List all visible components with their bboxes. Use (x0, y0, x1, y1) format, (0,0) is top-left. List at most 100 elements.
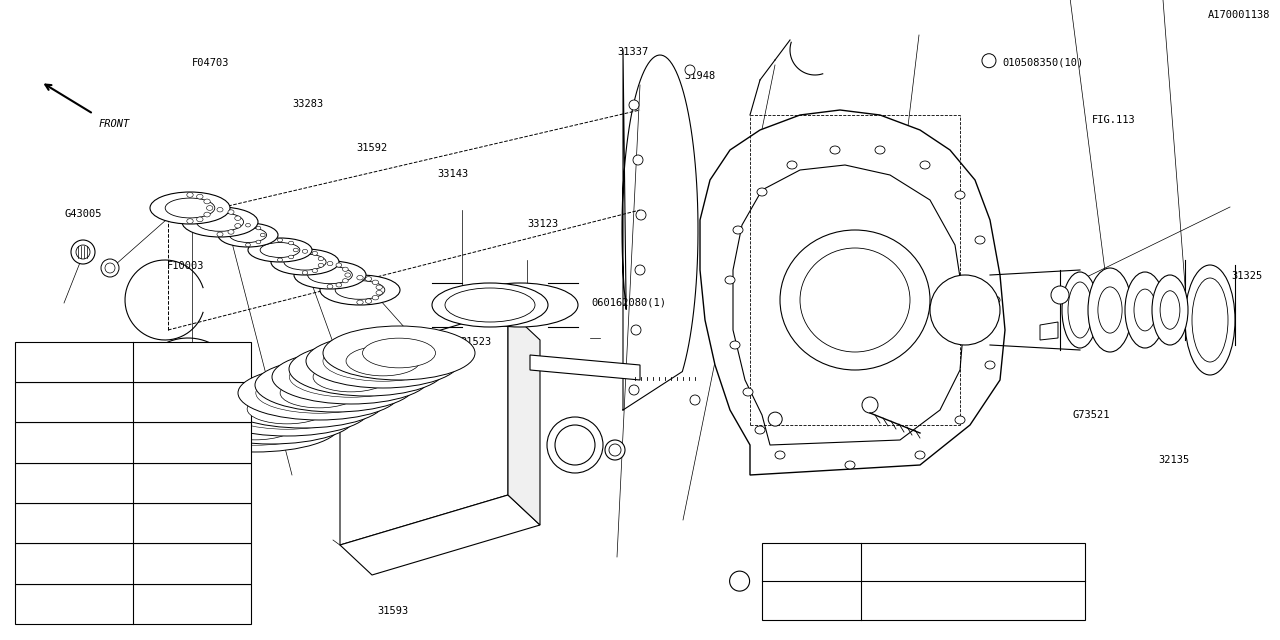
Ellipse shape (346, 346, 420, 376)
Ellipse shape (223, 388, 352, 429)
Ellipse shape (376, 285, 383, 289)
Text: A170001138: A170001138 (1207, 10, 1270, 20)
Text: 010508350(10): 010508350(10) (788, 416, 869, 426)
Ellipse shape (335, 263, 342, 267)
Polygon shape (700, 110, 1005, 475)
Ellipse shape (376, 291, 383, 295)
Ellipse shape (101, 259, 119, 277)
Text: 32135: 32135 (1158, 454, 1189, 465)
Text: 31948: 31948 (685, 70, 716, 81)
Ellipse shape (214, 410, 296, 440)
Ellipse shape (1152, 275, 1188, 345)
Text: 31523: 31523 (461, 337, 492, 348)
Ellipse shape (445, 288, 535, 322)
Text: ('05MY0504-           ): ('05MY0504- ) (864, 557, 1020, 567)
Ellipse shape (690, 395, 700, 405)
Text: F04703: F04703 (192, 58, 229, 68)
Text: 33283: 33283 (292, 99, 323, 109)
Ellipse shape (343, 278, 348, 283)
Text: 060162080(1): 060162080(1) (591, 297, 667, 307)
Text: G53503: G53503 (19, 559, 60, 568)
Ellipse shape (372, 280, 379, 285)
Ellipse shape (197, 194, 204, 199)
Ellipse shape (297, 370, 374, 400)
Ellipse shape (302, 250, 307, 253)
Ellipse shape (218, 207, 223, 212)
Ellipse shape (357, 275, 364, 280)
Ellipse shape (312, 269, 317, 273)
Text: FIG.113: FIG.113 (1092, 115, 1135, 125)
Ellipse shape (302, 271, 307, 275)
Ellipse shape (294, 261, 366, 289)
Ellipse shape (975, 236, 986, 244)
Text: (           -'05MY0504): ( -'05MY0504) (864, 595, 1020, 605)
Ellipse shape (307, 266, 352, 284)
Ellipse shape (335, 283, 342, 287)
Ellipse shape (861, 397, 878, 413)
Text: G53506: G53506 (19, 438, 60, 447)
Text: G53504: G53504 (19, 518, 60, 528)
Ellipse shape (204, 382, 370, 436)
Ellipse shape (685, 65, 695, 75)
Ellipse shape (273, 350, 430, 404)
Bar (15, 503, 251, 543)
Ellipse shape (246, 243, 251, 246)
Text: T=4. 6: T=4. 6 (137, 438, 178, 447)
Ellipse shape (462, 283, 579, 327)
Text: T=4. 8: T=4. 8 (137, 397, 178, 407)
Text: 33143: 33143 (438, 169, 468, 179)
Text: G53507: G53507 (19, 397, 60, 407)
Ellipse shape (230, 402, 311, 432)
Ellipse shape (256, 227, 261, 230)
Ellipse shape (246, 223, 251, 227)
Ellipse shape (634, 155, 643, 165)
Ellipse shape (319, 263, 324, 268)
Bar (15, 543, 251, 584)
Text: T=3. 8: T=3. 8 (137, 599, 178, 609)
Ellipse shape (306, 334, 460, 388)
Ellipse shape (955, 191, 965, 199)
Ellipse shape (1192, 278, 1228, 362)
Ellipse shape (150, 192, 230, 224)
Ellipse shape (188, 404, 321, 445)
Ellipse shape (76, 245, 90, 259)
Ellipse shape (636, 210, 646, 220)
Ellipse shape (365, 299, 371, 303)
Ellipse shape (845, 461, 855, 469)
Circle shape (982, 54, 996, 68)
Ellipse shape (255, 358, 415, 412)
Ellipse shape (187, 219, 193, 223)
Text: 31593: 31593 (378, 606, 408, 616)
Ellipse shape (733, 226, 742, 234)
Ellipse shape (256, 240, 261, 244)
Ellipse shape (628, 100, 639, 110)
Ellipse shape (547, 417, 603, 473)
Circle shape (1051, 286, 1069, 304)
Ellipse shape (204, 212, 210, 217)
Ellipse shape (256, 372, 383, 413)
Bar (15, 584, 251, 624)
Ellipse shape (1160, 291, 1180, 329)
Ellipse shape (328, 261, 333, 266)
Text: G90807: G90807 (764, 595, 805, 605)
Ellipse shape (335, 281, 385, 300)
Ellipse shape (344, 273, 351, 277)
Ellipse shape (278, 258, 283, 262)
Ellipse shape (320, 275, 401, 305)
Ellipse shape (986, 361, 995, 369)
Ellipse shape (271, 249, 339, 275)
Text: F10003: F10003 (166, 260, 204, 271)
Text: T=4. 2: T=4. 2 (137, 518, 178, 528)
Ellipse shape (228, 230, 234, 234)
Ellipse shape (187, 390, 355, 444)
Ellipse shape (293, 248, 298, 252)
Ellipse shape (742, 388, 753, 396)
Text: G43005: G43005 (64, 209, 101, 220)
Bar (15, 422, 251, 463)
Ellipse shape (556, 425, 595, 465)
Text: 31325: 31325 (1231, 271, 1262, 282)
Text: 1: 1 (1057, 290, 1064, 300)
Ellipse shape (314, 362, 389, 392)
Ellipse shape (1062, 272, 1098, 348)
Ellipse shape (989, 296, 1000, 304)
